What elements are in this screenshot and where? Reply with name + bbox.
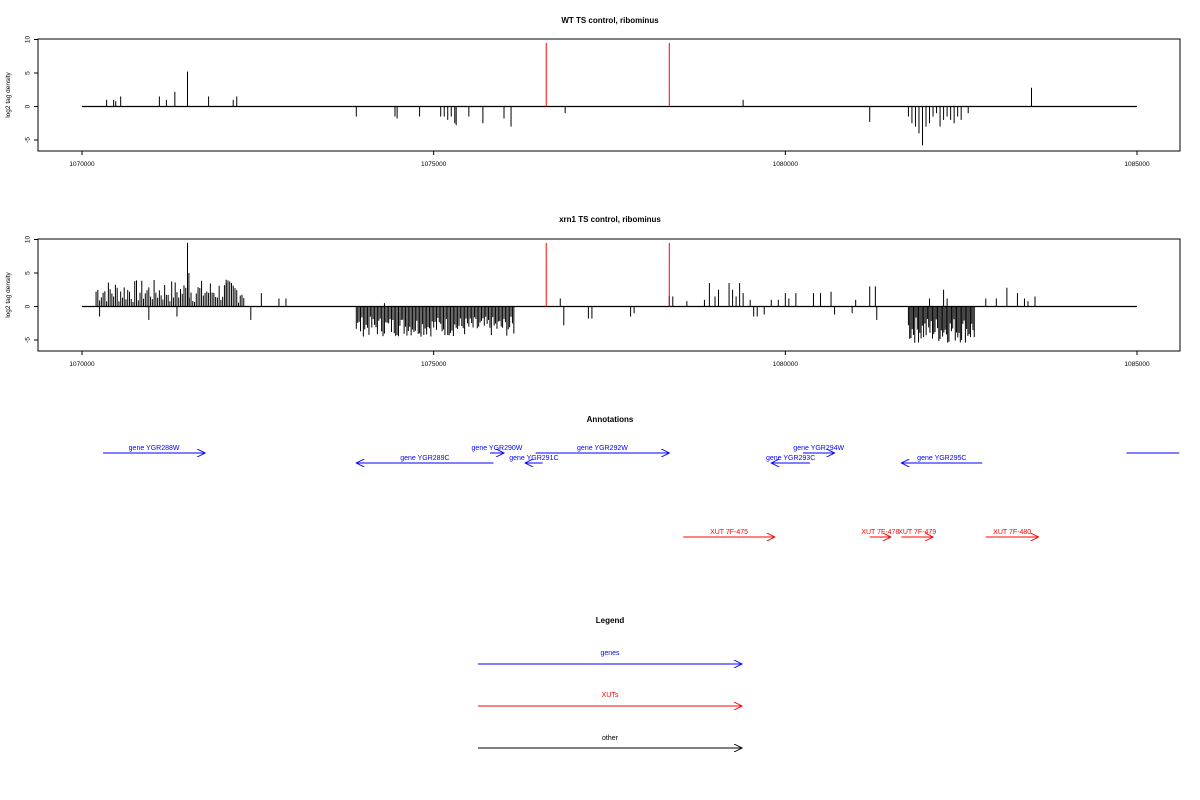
x-tick-label: 1075000 bbox=[421, 161, 447, 168]
plot-frame bbox=[37, 238, 1181, 352]
y-tick-label: 5 bbox=[25, 71, 32, 75]
gene-label: gene YGR289C bbox=[400, 455, 449, 462]
y-tick-label: 10 bbox=[25, 236, 32, 244]
y-axis-label: log2 tag density bbox=[5, 71, 12, 117]
legend-label: other bbox=[602, 735, 619, 742]
y-tick-label: 0 bbox=[25, 104, 32, 108]
legend-item-genes: genes bbox=[478, 650, 742, 664]
y-axis-label: log2 tag density bbox=[5, 271, 12, 317]
xut-label: XUT 7F-475 bbox=[710, 529, 748, 536]
legend-label: XUTs bbox=[602, 692, 619, 699]
x-tick-label: 1070000 bbox=[69, 161, 95, 168]
y-tick-label: -5 bbox=[25, 137, 32, 143]
x-tick-label: 1070000 bbox=[69, 361, 95, 368]
x-tick-label: 1075000 bbox=[421, 361, 447, 368]
gene-label: gene YGR291C bbox=[509, 455, 558, 462]
gene-label: gene YGR292W bbox=[577, 445, 628, 452]
xrn1-density-panel: xrn1 TS control, ribominus log2 tag dens… bbox=[5, 215, 1181, 368]
legend-item-xuts: XUTs bbox=[478, 692, 742, 706]
panel-title: xrn1 TS control, ribominus bbox=[559, 215, 661, 224]
gene-label: gene YGR294W bbox=[793, 445, 844, 452]
gene-label: gene YGR288W bbox=[129, 445, 180, 452]
y-tick-label: 10 bbox=[25, 36, 32, 44]
x-tick-label: 1085000 bbox=[1124, 361, 1150, 368]
x-tick-label: 1080000 bbox=[773, 161, 799, 168]
xut-label: XUT 7F-479 bbox=[898, 529, 936, 536]
panel-title: WT TS control, ribominus bbox=[561, 16, 659, 25]
xut-label: XUT 7F-478 bbox=[861, 529, 899, 536]
y-tick-label: -5 bbox=[25, 337, 32, 343]
legend-title: Legend bbox=[596, 616, 625, 625]
wt-density-panel: WT TS control, ribominus log2 tag densit… bbox=[5, 16, 1181, 168]
gene-label: gene YGR293C bbox=[766, 455, 815, 462]
xut-label: XUT 7F-480 bbox=[993, 529, 1031, 536]
y-tick-label: 0 bbox=[25, 304, 32, 308]
plot-frame bbox=[37, 38, 1181, 152]
legend-item-other: other bbox=[478, 735, 742, 748]
y-tick-label: 5 bbox=[25, 271, 32, 275]
legend-label: genes bbox=[600, 650, 620, 657]
annotations-title: Annotations bbox=[587, 415, 634, 424]
gene-label: gene YGR290W bbox=[472, 445, 523, 452]
legend: Legend genes XUTs other bbox=[478, 616, 742, 748]
x-tick-label: 1085000 bbox=[1124, 161, 1150, 168]
annotations-track: Annotations gene YGR288W gene YGR290W gene… bbox=[103, 415, 1180, 537]
x-tick-label: 1080000 bbox=[773, 361, 799, 368]
gene-label: gene YGR295C bbox=[917, 455, 966, 462]
